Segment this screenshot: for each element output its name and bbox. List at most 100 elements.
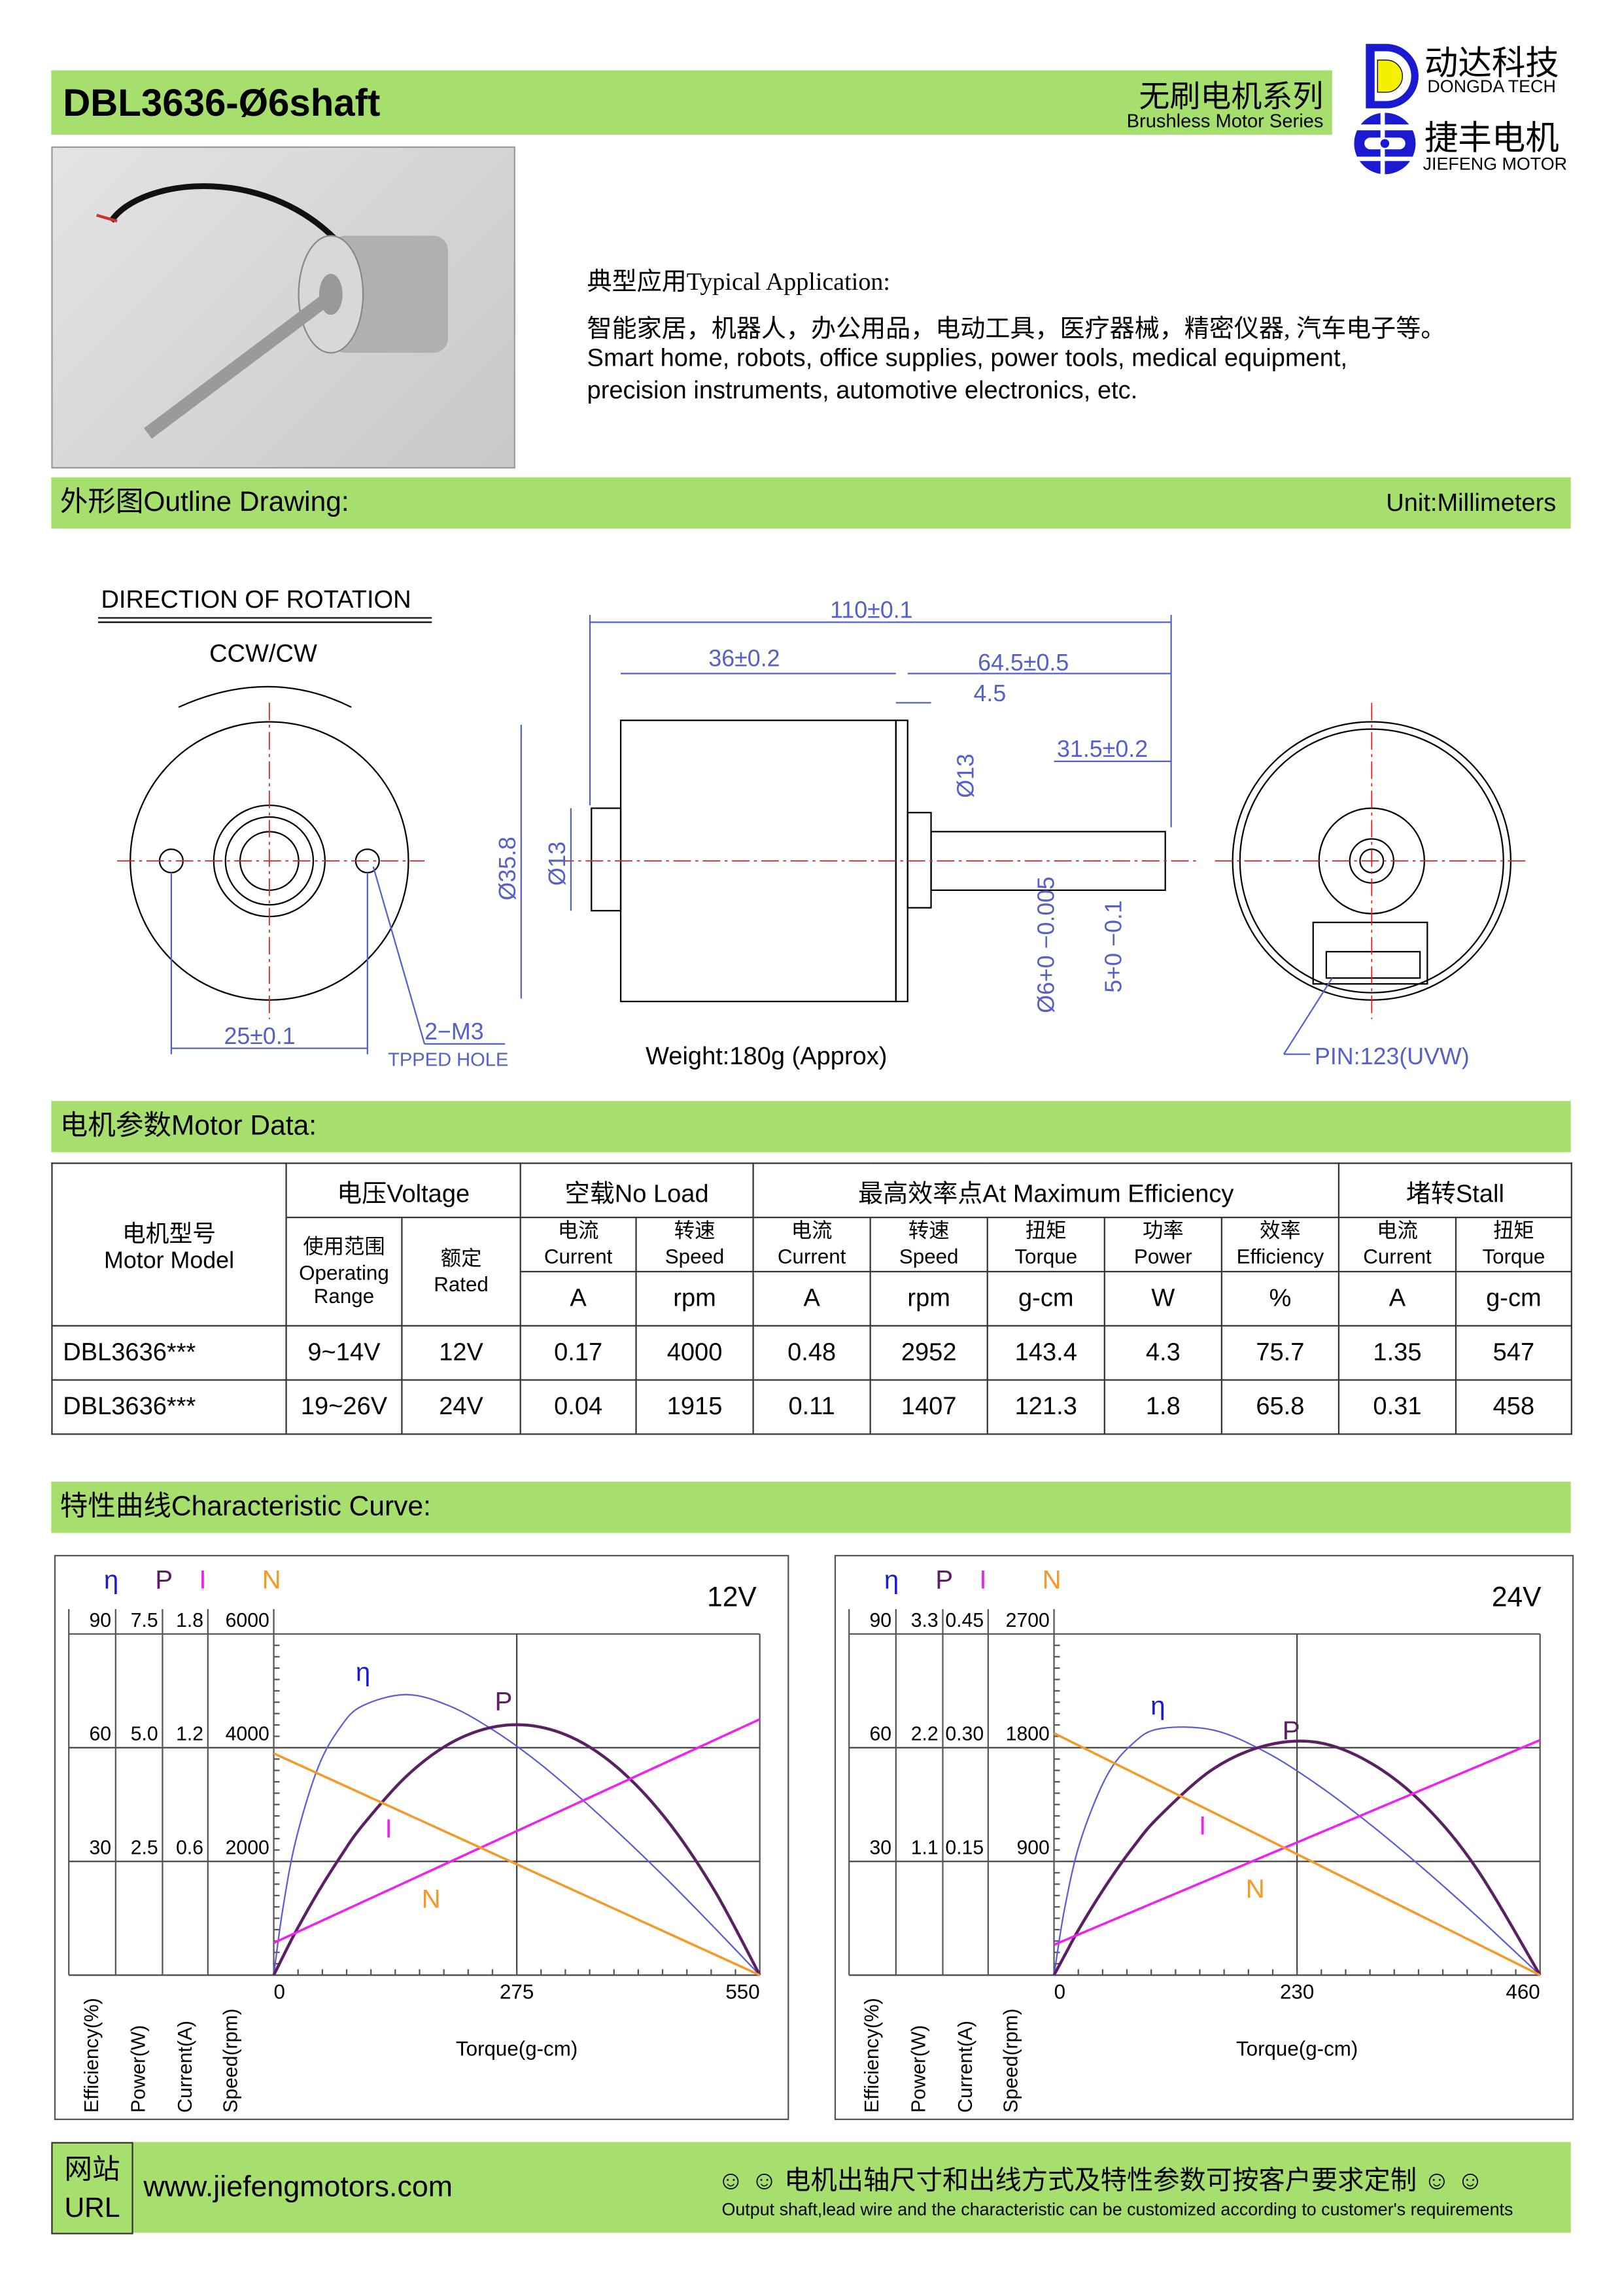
y-axis-title: Efficiency(%) [81, 1998, 103, 2113]
series-line-I [1053, 1739, 1541, 1946]
y-tick-label: 30 [90, 1837, 112, 1858]
table-cell: 458 [1455, 1379, 1572, 1435]
dim-hole-spacing: 25±0.1 [224, 1023, 295, 1049]
axis-symbol: P [935, 1565, 953, 1595]
x-tick-label: 460 [1506, 1980, 1540, 2003]
logo2-en: JIEFENG MOTOR [1423, 154, 1567, 175]
table-cell: 143.4 [986, 1325, 1105, 1381]
dim-boss-dia-2: Ø13 [952, 754, 978, 798]
axis-symbol: N [1043, 1565, 1061, 1595]
series-line-P [1052, 1739, 1542, 1976]
table-cell: 1.8 [1103, 1379, 1222, 1435]
y-tick-label: 90 [870, 1610, 892, 1631]
series-label: P [495, 1686, 513, 1716]
dim-flat: 5+0 −0.1 [1101, 900, 1127, 992]
table-cell: 65.8 [1220, 1379, 1340, 1435]
dim-boss-len: 4.5 [973, 680, 1006, 706]
table-cell: 2952 [869, 1325, 988, 1381]
y-tick-label: 2000 [226, 1837, 269, 1858]
y-tick-label: 6000 [226, 1610, 269, 1631]
website-link[interactable]: www.jiefengmotors.com [143, 2171, 453, 2204]
series-cn: 无刷电机系列 [1139, 78, 1324, 114]
unit-cell: W [1103, 1270, 1222, 1327]
axis-symbol: I [199, 1565, 206, 1595]
subheader-cell: 扭矩 Torque [986, 1217, 1105, 1273]
series-line-P [272, 1723, 761, 1976]
y-tick-label: 90 [90, 1610, 112, 1631]
motor-data-band: 电机参数Motor Data: [51, 1101, 1571, 1153]
dim-hole: 2−M3 [424, 1018, 484, 1045]
unit-cell: g-cm [1455, 1270, 1572, 1327]
y-tick-label: 0.15 [945, 1837, 984, 1858]
series-line-N [1053, 1731, 1541, 1977]
curve-band: 特性曲线Characteristic Curve: [51, 1482, 1571, 1533]
dim-shaft-len: 64.5±0.5 [978, 650, 1069, 676]
x-tick-label: 230 [1280, 1980, 1314, 2003]
subheader-cell: 扭矩 Torque [1455, 1217, 1572, 1273]
table-cell: DBL3636*** [51, 1325, 287, 1381]
table-cell: 75.7 [1220, 1325, 1340, 1381]
y-tick-label: 60 [90, 1724, 112, 1745]
unit-cell: A [519, 1270, 637, 1327]
series-line-eta [273, 1694, 761, 1976]
table-row: DBL3636*** 19~26V 24V 0.04 1915 0.11 1407 121.3… [51, 1379, 1572, 1435]
dim-hole-note: TPPED HOLE [388, 1049, 508, 1070]
voltage-label: 24V [1492, 1582, 1542, 1612]
y-tick-label: 1800 [1006, 1724, 1050, 1745]
x-tick-label: 0 [1054, 1980, 1065, 2003]
outline-drawing: 110±0.1 36±0.2 64.5±0.5 4.5 31.5±0.2 25±… [97, 586, 1530, 1070]
header-no-load: 空载No Load [519, 1162, 754, 1219]
series-line-eta [1053, 1726, 1541, 1976]
unit-cell: A [752, 1270, 871, 1327]
y-tick-label: 4000 [226, 1724, 269, 1745]
chart-12v: η P I N 12V 90 60 30 7.5 5.0 2.5 1.8 1.2 0.6 6000 4000 2… [54, 1555, 789, 2121]
y-tick-label: 5.0 [131, 1724, 158, 1745]
dongda-logo: 动达科技 DONGDA TECH 捷丰电机 JIEFENG MOTOR [1353, 29, 1578, 176]
table-row: DBL3636*** 9~14V 12V 0.17 4000 0.48 2952 143.4 4… [51, 1325, 1572, 1381]
logo2-cn: 捷丰电机 [1424, 120, 1559, 157]
y-axis-title: Speed(rpm) [1001, 2008, 1022, 2112]
rotation-label: CCW/CW [209, 640, 317, 668]
series-label: η [1150, 1691, 1165, 1720]
application-en-1: Smart home, robots, office supplies, pow… [587, 344, 1348, 372]
outline-band: 外形图Outline Drawing: Unit:Millimeters [51, 477, 1571, 529]
y-axis-title: Speed(rpm) [220, 2008, 242, 2112]
table-cell: 1407 [869, 1379, 988, 1435]
series-label: η [356, 1658, 370, 1687]
y-axis-title: Power(W) [128, 2025, 150, 2113]
dim-body-dia: Ø35.8 [494, 837, 521, 901]
logo1-en: DONGDA TECH [1427, 76, 1556, 97]
y-axis-title: Current(A) [955, 2021, 976, 2113]
y-axis-title: Current(A) [175, 2021, 196, 2113]
x-axis-title: Torque(g-cm) [1236, 2038, 1358, 2061]
table-cell: 0.17 [519, 1325, 637, 1381]
logo1-cn: 动达科技 [1424, 45, 1559, 82]
application-cn: 智能家居，机器人，办公用品，电动工具，医疗器械，精密仪器, 汽车电子等。 [587, 315, 1446, 343]
x-tick-label: 550 [725, 1980, 759, 2003]
table-cell: 547 [1455, 1325, 1572, 1381]
y-tick-label: 60 [870, 1724, 892, 1745]
subheader-cell: 转速 Speed [635, 1217, 754, 1273]
axis-symbol: η [884, 1565, 899, 1595]
y-tick-label: 7.5 [131, 1610, 158, 1631]
jiefeng-logo-icon [1353, 111, 1417, 176]
series-label: I [385, 1814, 392, 1843]
table-cell: 19~26V [285, 1379, 403, 1435]
application-heading: 典型应用Typical Application: [587, 268, 890, 296]
y-tick-label: 0.45 [945, 1610, 984, 1631]
title-band: DBL3636-Ø6shaft 无刷电机系列 Brushless Motor S… [51, 70, 1332, 135]
y-tick-label: 1.8 [176, 1610, 203, 1631]
dongda-d-icon [1366, 44, 1419, 109]
dim-flat-len: 31.5±0.2 [1057, 736, 1148, 762]
table-cell: 0.04 [519, 1379, 637, 1435]
motor-photo [51, 146, 515, 469]
y-axis-title: Power(W) [908, 2025, 930, 2113]
table-cell: 1915 [635, 1379, 754, 1435]
series-label: N [422, 1885, 441, 1914]
application-en-2: precision instruments, automotive electr… [587, 376, 1138, 404]
series-line-N [273, 1752, 761, 1977]
header-stall: 堵转Stall [1337, 1162, 1572, 1219]
y-tick-label: 2.2 [911, 1724, 939, 1745]
outline-title: 外形图Outline Drawing: [60, 487, 349, 519]
x-tick-label: 275 [500, 1980, 534, 2003]
